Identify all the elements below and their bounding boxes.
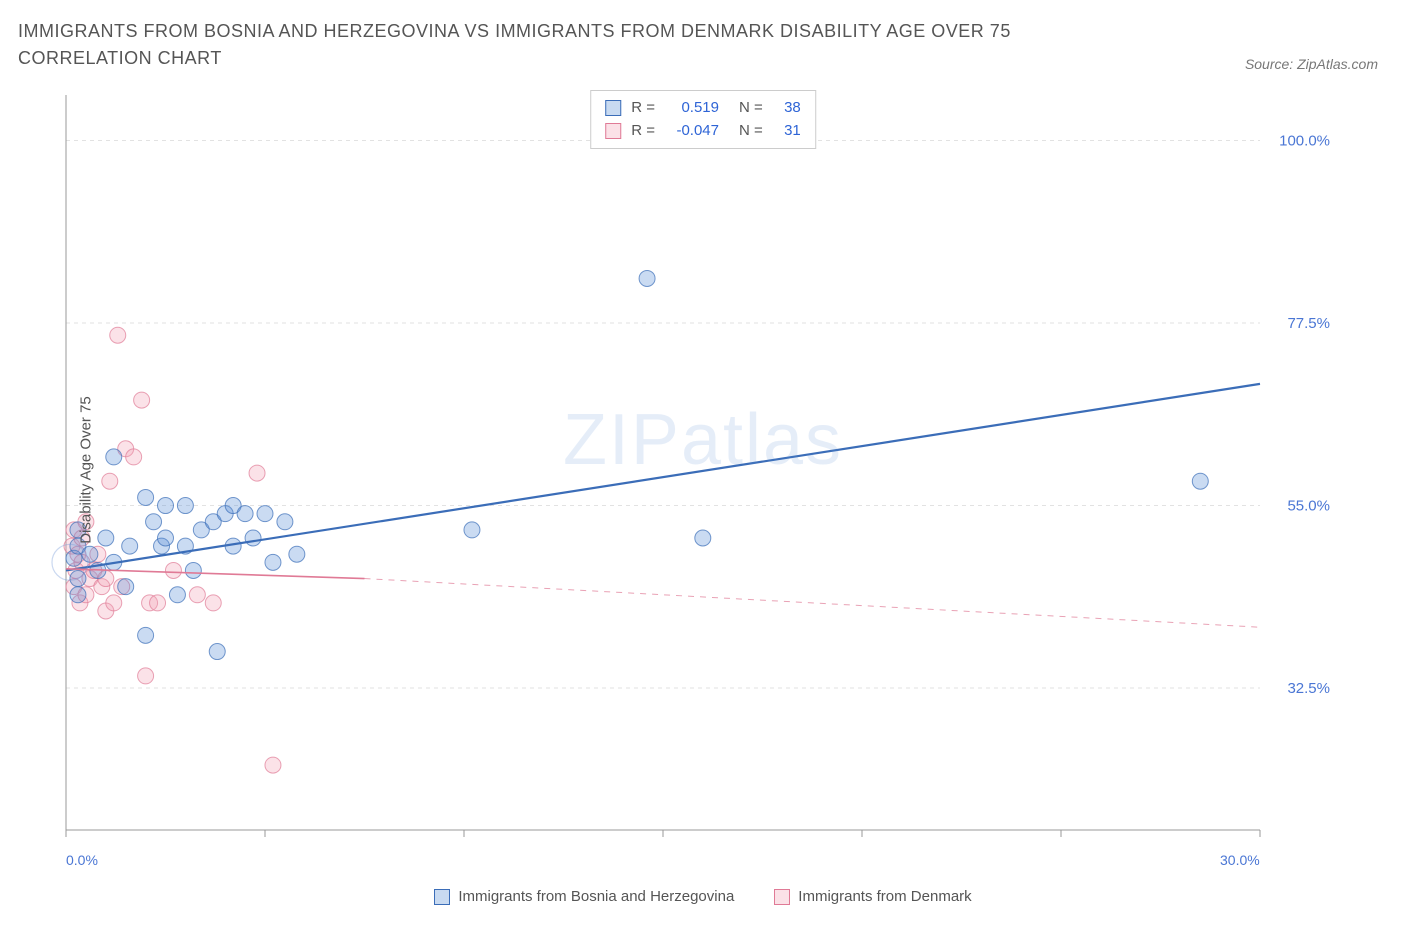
legend-series-item: Immigrants from Denmark [774,888,971,905]
scatter-plot: 32.5% 55.0% 77.5% 100.0% [20,90,1340,850]
y-axis-label: Disability Age Over 75 [77,396,94,544]
r-label: R = [631,97,655,120]
header-row: IMMIGRANTS FROM BOSNIA AND HERZEGOVINA V… [0,0,1406,80]
svg-text:77.5%: 77.5% [1287,315,1330,332]
n-value: 31 [773,120,801,143]
legend-stats-row: R = 0.519 N = 38 [605,97,801,120]
legend-swatch [774,889,790,905]
svg-text:100.0%: 100.0% [1279,133,1330,150]
n-label: N = [739,97,763,120]
r-value: 0.519 [665,97,719,120]
legend-swatch [605,123,621,139]
legend-series-label: Immigrants from Denmark [798,888,971,905]
x-tick-label: 30.0% [1220,852,1260,868]
x-axis-labels: 0.0% 30.0% [20,852,1386,876]
n-label: N = [739,120,763,143]
svg-text:55.0%: 55.0% [1287,498,1330,515]
r-label: R = [631,120,655,143]
legend-stats-row: R = -0.047 N = 31 [605,120,801,143]
source-label: Source: ZipAtlas.com [1245,56,1378,72]
legend-series: Immigrants from Bosnia and Herzegovina Im… [0,888,1406,905]
legend-stats: R = 0.519 N = 38 R = -0.047 N = 31 [590,90,816,149]
plot-container: Disability Age Over 75 32.5% 55.0% 77.5% 10… [20,90,1386,850]
r-value: -0.047 [665,120,719,143]
x-tick-label: 0.0% [66,852,98,868]
legend-series-item: Immigrants from Bosnia and Herzegovina [434,888,734,905]
legend-series-label: Immigrants from Bosnia and Herzegovina [458,888,734,905]
chart-title: IMMIGRANTS FROM BOSNIA AND HERZEGOVINA V… [18,18,1118,72]
svg-text:32.5%: 32.5% [1287,680,1330,697]
legend-swatch [434,889,450,905]
n-value: 38 [773,97,801,120]
legend-swatch [605,100,621,116]
